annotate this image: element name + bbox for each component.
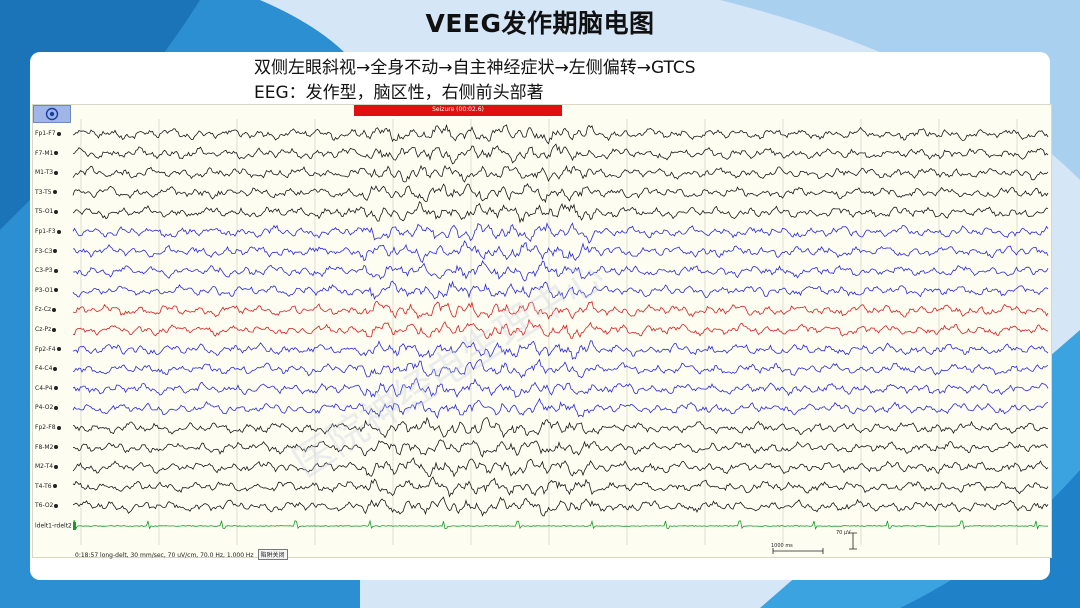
- channel-label-text: T5-O1: [35, 208, 54, 216]
- channel-dot-icon: [54, 503, 59, 508]
- seizure-semiology-text: 双侧左眼斜视→全身不动→自主神经症状→左侧偏转→GTCS: [254, 58, 696, 78]
- channel-label[interactable]: Fp1-F3: [35, 228, 75, 235]
- eeg-trace: [72, 519, 1049, 531]
- channel-label-text: C3-P3: [35, 267, 53, 275]
- channel-label-text: F4-C4: [35, 365, 53, 373]
- channel-dot-icon: [56, 347, 61, 352]
- trap-toggle-button[interactable]: 陷阱关闭: [257, 549, 288, 560]
- channel-label-text: C4-P4: [35, 384, 53, 392]
- channel-label-text: Fp2-F8: [35, 424, 56, 431]
- channel-label[interactable]: T3-T5: [35, 189, 75, 196]
- amplitude-scale-label: 70 µV: [836, 530, 851, 536]
- eeg-trace: [72, 397, 1049, 419]
- channel-label-text: Fp2-F4: [35, 345, 56, 353]
- channel-dot-icon: [56, 425, 61, 430]
- channel-dot-icon: [54, 405, 59, 410]
- channel-dot-icon: [56, 229, 61, 234]
- channel-label[interactable]: P4-O2: [35, 404, 75, 411]
- channel-dot-icon: [54, 151, 59, 156]
- channel-label[interactable]: T4-T6: [35, 483, 75, 490]
- channel-dot-icon: [53, 268, 58, 273]
- eeg-trace: [72, 143, 1049, 165]
- channel-dot-icon: [72, 522, 76, 530]
- channel-dot-icon: [56, 131, 61, 136]
- eeg-trace: [72, 358, 1049, 379]
- eeg-trace: [72, 164, 1049, 183]
- eeg-trace: [72, 377, 1049, 398]
- channel-label-text: F8-M2: [35, 443, 54, 451]
- channel-label-text: P4-O2: [35, 404, 54, 412]
- channel-label-text: M2-T4: [35, 463, 54, 471]
- channel-dot-icon: [54, 170, 59, 175]
- channel-label-text: T4-T6: [35, 482, 52, 490]
- eeg-trace: [72, 476, 1049, 498]
- channel-label[interactable]: C4-P4: [35, 385, 75, 392]
- eeg-traces: [72, 119, 1049, 554]
- channel-label[interactable]: C3-P3: [35, 267, 75, 274]
- eeg-trace: [72, 300, 1049, 320]
- channel-dot-icon: [54, 288, 59, 293]
- montage-button[interactable]: [33, 105, 71, 123]
- channel-label-text: Cz-Pz: [35, 326, 52, 333]
- channel-label[interactable]: F3-C3: [35, 248, 75, 255]
- channel-label[interactable]: T5-O1: [35, 208, 75, 215]
- channel-dot-icon: [53, 386, 58, 391]
- channel-dot-icon: [54, 209, 59, 214]
- channel-label-text: Fp1-F3: [35, 228, 56, 235]
- channel-label-text: Fp1-F7: [35, 130, 56, 137]
- channel-dot-icon: [53, 366, 58, 371]
- target-icon: [45, 107, 59, 121]
- channel-label[interactable]: Fz-Cz: [35, 306, 75, 313]
- channel-dot-icon: [52, 307, 57, 312]
- channel-label-text: Fz-Cz: [35, 306, 52, 314]
- channel-label-text: F3-C3: [35, 247, 53, 255]
- channel-dot-icon: [54, 464, 59, 469]
- eeg-trace: [72, 318, 1049, 340]
- eeg-trace: [72, 222, 1049, 244]
- channel-label[interactable]: F4-C4: [35, 365, 75, 372]
- channel-label[interactable]: F7-M1: [35, 150, 75, 157]
- channel-label[interactable]: F8-M2: [35, 444, 75, 451]
- channel-label-text: T3-T5: [35, 188, 52, 196]
- channel-label-text: T6-O2: [35, 502, 54, 510]
- eeg-trace: [72, 496, 1049, 517]
- channel-label-text: ldelt1-rdelt2: [35, 522, 72, 530]
- channel-dot-icon: [52, 190, 57, 195]
- channel-label[interactable]: Fp2-F8: [35, 424, 75, 431]
- eeg-trace: [72, 457, 1049, 478]
- channel-dot-icon: [52, 484, 57, 489]
- eeg-trace: [72, 416, 1049, 439]
- channel-label[interactable]: ldelt1-rdelt2: [35, 522, 76, 530]
- time-scale-label: 1000 ms: [771, 543, 793, 549]
- eeg-trace: [73, 260, 1049, 282]
- channel-label[interactable]: M1-T3: [35, 169, 75, 176]
- recording-settings: 0:18:57 long-delt, 30 mm/sec, 70 uV/cm, …: [75, 552, 254, 559]
- channel-label-text: M1-T3: [35, 169, 54, 177]
- channel-label-text: F7-M1: [35, 149, 54, 157]
- channel-label[interactable]: T6-O2: [35, 502, 75, 509]
- channel-label[interactable]: Fp1-F7: [35, 130, 75, 137]
- scale-bar: [772, 532, 857, 554]
- channel-dot-icon: [54, 445, 59, 450]
- channel-label[interactable]: Cz-Pz: [35, 326, 75, 333]
- eeg-summary-text: EEG：发作型，脑区性，右侧前头部著: [254, 83, 544, 103]
- channel-label[interactable]: P3-O1: [35, 287, 75, 294]
- slide-title: VEEG发作期脑电图: [425, 9, 655, 38]
- channel-label[interactable]: M2-T4: [35, 463, 75, 470]
- eeg-trace: [72, 200, 1049, 224]
- channel-label-text: P3-O1: [35, 286, 54, 294]
- eeg-trace: [73, 240, 1049, 264]
- status-bar: 0:18:57 long-delt, 30 mm/sec, 70 uV/cm, …: [75, 549, 288, 560]
- channel-label[interactable]: Fp2-F4: [35, 346, 75, 353]
- eeg-viewer: Seizure (00:02.6) Fp1-F7 F7-M1 M1-T3 T3-T5 T…: [32, 104, 1052, 560]
- eeg-trace: [72, 280, 1049, 300]
- seizure-marker[interactable]: Seizure (00:02.6): [354, 105, 562, 116]
- channel-dot-icon: [52, 327, 57, 332]
- eeg-trace: [72, 340, 1049, 360]
- eeg-trace: [72, 124, 1049, 145]
- eeg-trace: [72, 439, 1049, 458]
- channel-dot-icon: [53, 249, 58, 254]
- eeg-trace: [72, 182, 1049, 204]
